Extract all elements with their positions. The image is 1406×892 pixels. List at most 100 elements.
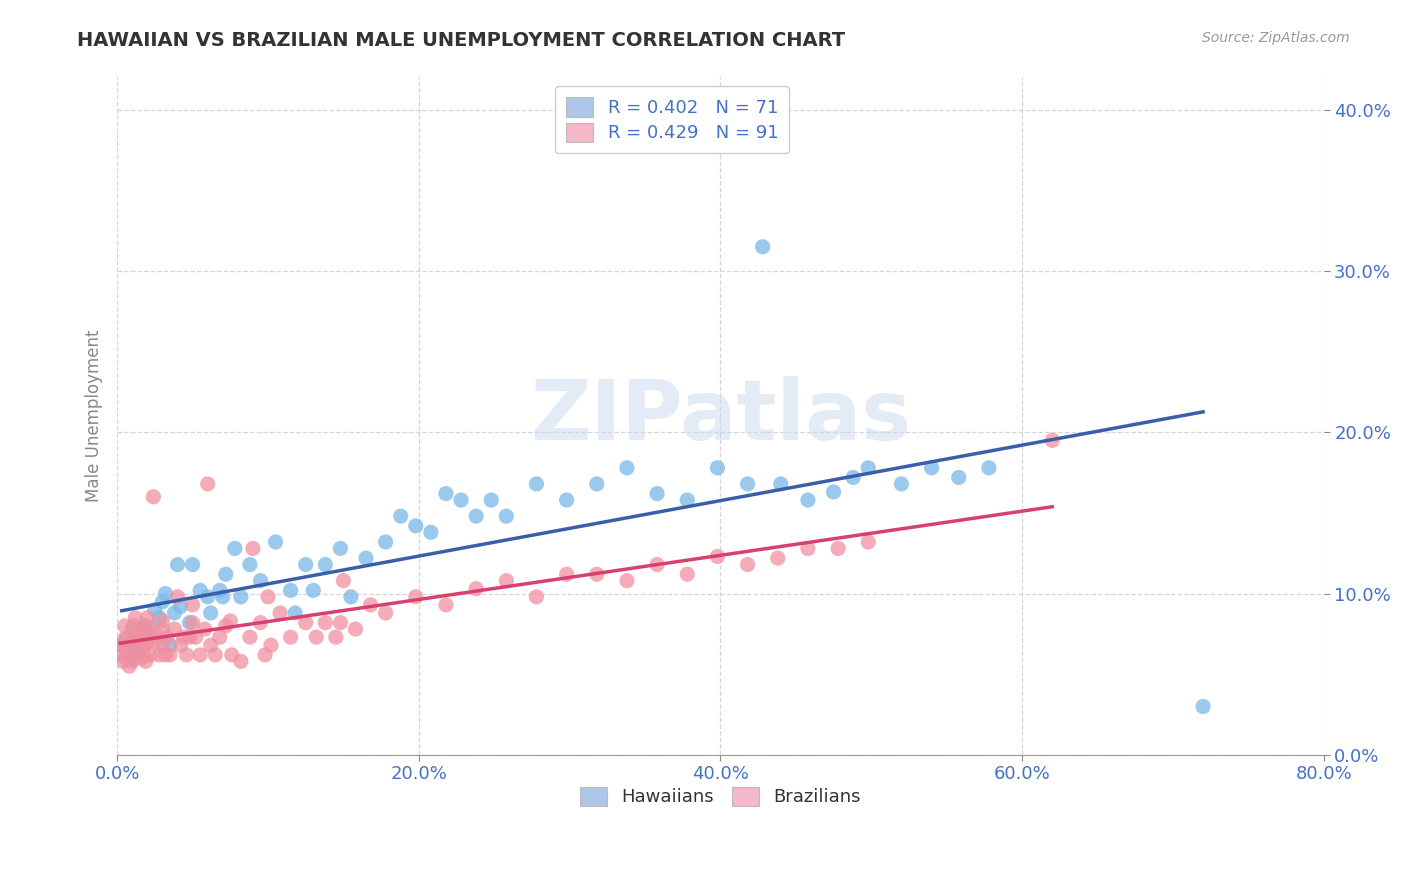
Point — [1040, 434, 1063, 448]
Point — [124, 611, 146, 625]
Point — [645, 558, 668, 572]
Point — [148, 648, 170, 662]
Point — [142, 490, 165, 504]
Point — [152, 622, 174, 636]
Point — [128, 622, 150, 636]
Point — [253, 648, 276, 662]
Point — [264, 535, 287, 549]
Point — [616, 460, 638, 475]
Point — [374, 606, 396, 620]
Point — [200, 606, 222, 620]
Point — [122, 651, 145, 665]
Point — [827, 541, 849, 556]
Point — [977, 460, 1000, 475]
Point — [152, 614, 174, 628]
Legend: Hawaiians, Brazilians: Hawaiians, Brazilians — [572, 780, 869, 814]
Point — [169, 599, 191, 614]
Point — [134, 619, 156, 633]
Point — [118, 659, 141, 673]
Point — [159, 648, 181, 662]
Point — [155, 648, 177, 662]
Point — [188, 648, 211, 662]
Point — [197, 477, 219, 491]
Point — [706, 460, 728, 475]
Point — [134, 648, 156, 662]
Point — [858, 535, 880, 549]
Point — [269, 606, 291, 620]
Point — [239, 558, 262, 572]
Point — [125, 627, 148, 641]
Point — [325, 630, 347, 644]
Point — [208, 583, 231, 598]
Point — [332, 574, 354, 588]
Point — [280, 583, 302, 598]
Point — [479, 493, 502, 508]
Point — [121, 635, 143, 649]
Point — [495, 574, 517, 588]
Point — [148, 611, 170, 625]
Point — [706, 549, 728, 564]
Point — [219, 614, 242, 628]
Point — [344, 622, 367, 636]
Point — [555, 493, 578, 508]
Point — [389, 509, 412, 524]
Point — [188, 583, 211, 598]
Point — [294, 558, 316, 572]
Point — [179, 615, 201, 630]
Point — [136, 635, 159, 649]
Point — [890, 477, 912, 491]
Point — [766, 551, 789, 566]
Point — [127, 627, 149, 641]
Point — [136, 635, 159, 649]
Point — [249, 615, 271, 630]
Point — [239, 630, 262, 644]
Point — [221, 648, 243, 662]
Point — [858, 460, 880, 475]
Point — [280, 630, 302, 644]
Point — [120, 638, 142, 652]
Point — [329, 541, 352, 556]
Point — [169, 638, 191, 652]
Point — [751, 240, 773, 254]
Point — [184, 630, 207, 644]
Point — [136, 611, 159, 625]
Point — [465, 582, 488, 596]
Point — [526, 590, 548, 604]
Point — [215, 567, 238, 582]
Y-axis label: Male Unemployment: Male Unemployment — [86, 330, 103, 502]
Point — [124, 648, 146, 662]
Point — [242, 541, 264, 556]
Point — [314, 558, 336, 572]
Point — [526, 477, 548, 491]
Point — [208, 630, 231, 644]
Point — [152, 638, 174, 652]
Point — [181, 598, 204, 612]
Point — [143, 603, 166, 617]
Point — [585, 477, 607, 491]
Point — [676, 567, 699, 582]
Point — [179, 630, 201, 644]
Point — [181, 558, 204, 572]
Point — [842, 470, 865, 484]
Point — [108, 648, 131, 662]
Point — [340, 590, 363, 604]
Point — [194, 622, 217, 636]
Point — [314, 615, 336, 630]
Point — [737, 477, 759, 491]
Point — [374, 535, 396, 549]
Point — [139, 648, 162, 662]
Point — [294, 615, 316, 630]
Point — [131, 651, 153, 665]
Point — [181, 615, 204, 630]
Point — [114, 619, 136, 633]
Point — [115, 632, 138, 646]
Point — [405, 519, 427, 533]
Point — [120, 648, 142, 662]
Point — [128, 643, 150, 657]
Point — [1192, 699, 1215, 714]
Point — [114, 632, 136, 646]
Point — [645, 486, 668, 500]
Point — [111, 638, 134, 652]
Text: Source: ZipAtlas.com: Source: ZipAtlas.com — [1202, 31, 1350, 45]
Point — [173, 630, 195, 644]
